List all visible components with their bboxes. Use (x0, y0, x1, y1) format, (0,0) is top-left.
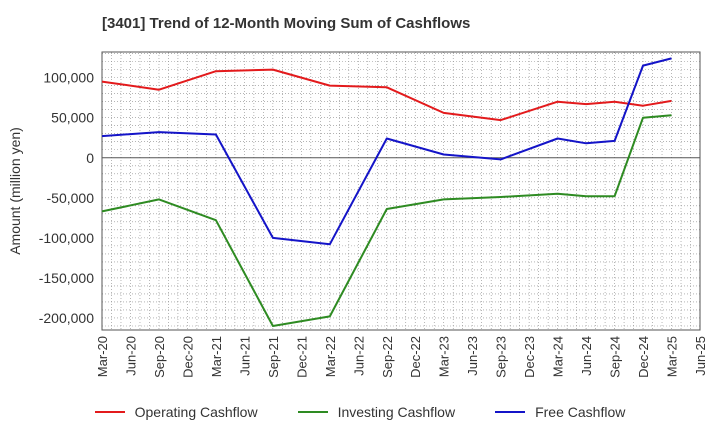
x-tick-label: Mar-23 (437, 336, 452, 377)
x-tick-label: Mar-25 (665, 336, 680, 377)
y-tick-label: -200,000 (39, 310, 94, 326)
plot-frame (101, 51, 701, 331)
series-line-free (101, 57, 672, 246)
legend-label-operating: Operating Cashflow (134, 404, 258, 420)
x-tick-label: Jun-24 (579, 336, 594, 376)
legend: Operating Cashflow Investing Cashflow Fr… (0, 404, 720, 420)
y-axis-label: Amount (million yen) (7, 127, 23, 255)
y-tick-label: -150,000 (39, 270, 94, 286)
x-tick-label: Jun-25 (693, 336, 708, 376)
legend-item-investing: Investing Cashflow (297, 404, 456, 420)
legend-swatch-investing (297, 411, 328, 413)
y-tick-label: -50,000 (47, 190, 95, 206)
series-line-operating (101, 68, 672, 122)
legend-label-free: Free Cashflow (535, 404, 626, 420)
legend-label-investing: Investing Cashflow (337, 404, 456, 420)
legend-item-free: Free Cashflow (495, 404, 625, 420)
legend-item-operating: Operating Cashflow (94, 404, 258, 420)
x-tick-label: Sep-20 (152, 336, 167, 378)
x-tick-label: Mar-22 (323, 336, 338, 377)
x-tick-label: Sep-21 (266, 336, 281, 378)
x-tick-label: Dec-23 (522, 336, 537, 378)
x-tick-label: Mar-20 (95, 336, 110, 377)
x-tick-label: Jun-22 (351, 336, 366, 376)
x-tick-label: Jun-21 (237, 336, 252, 376)
chart-title: [3401] Trend of 12-Month Moving Sum of C… (102, 15, 471, 32)
x-tick-label: Mar-24 (551, 336, 566, 377)
plot-area (102, 52, 700, 330)
series-line-investing (101, 114, 672, 327)
x-tick-label: Sep-23 (494, 336, 509, 378)
x-tick-label: Jun-23 (465, 336, 480, 376)
y-tick-label: 50,000 (51, 110, 94, 126)
x-tick-label: Dec-20 (180, 336, 195, 378)
x-tick-label: Dec-21 (294, 336, 309, 378)
x-tick-label: Dec-22 (408, 336, 423, 378)
x-tick-label: Dec-24 (636, 336, 651, 378)
y-tick-label: -100,000 (39, 230, 94, 246)
x-tick-label: Sep-22 (380, 336, 395, 378)
x-tick-label: Sep-24 (608, 336, 623, 378)
x-tick-label: Mar-21 (209, 336, 224, 377)
y-tick-label: 100,000 (43, 70, 94, 86)
y-tick-label: 0 (86, 150, 94, 166)
legend-swatch-free (495, 411, 526, 413)
x-tick-label: Jun-20 (123, 336, 138, 376)
legend-swatch-operating (94, 411, 125, 413)
